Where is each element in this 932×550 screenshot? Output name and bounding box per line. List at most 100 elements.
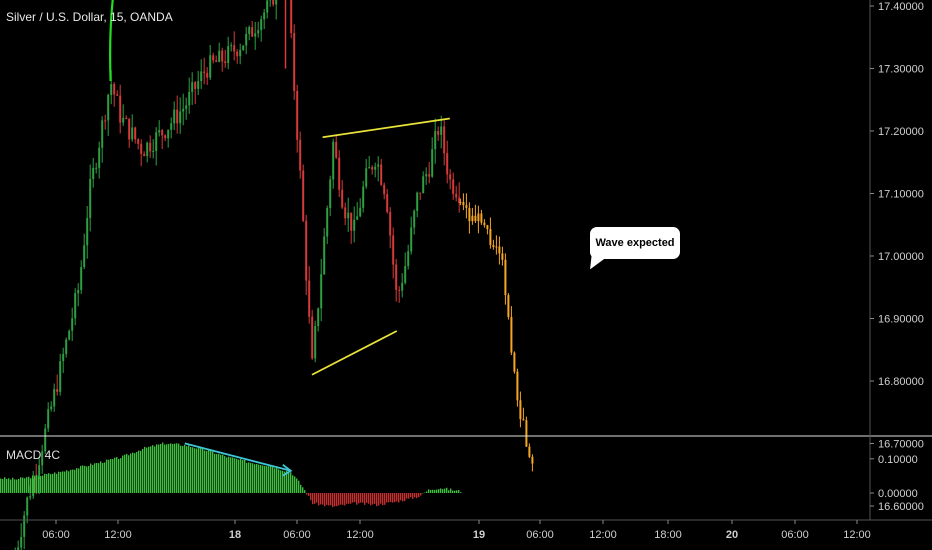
- time-tick-label: 06:00: [283, 529, 311, 541]
- macd-histogram-bar: [62, 471, 64, 493]
- candle-body: [173, 109, 176, 124]
- price-pane[interactable]: [14, 0, 534, 550]
- candle-body: [194, 82, 197, 89]
- macd-histogram-bar: [144, 446, 146, 493]
- candle-body: [116, 94, 119, 96]
- macd-histogram-bar: [44, 473, 46, 493]
- macd-histogram-bar: [106, 459, 108, 493]
- candle-body: [449, 174, 452, 180]
- candle-body: [167, 129, 170, 139]
- candle-body: [368, 167, 371, 169]
- forecast-body: [462, 201, 465, 206]
- macd-histogram-bar: [246, 462, 248, 493]
- macd-histogram-bar: [134, 453, 136, 493]
- candle-body: [362, 186, 365, 208]
- macd-histogram-bar: [454, 490, 456, 493]
- forecast-body: [480, 213, 483, 223]
- macd-histogram-bar: [230, 457, 232, 493]
- macd-histogram-bar: [278, 469, 280, 493]
- macd-histogram-bar: [292, 475, 294, 493]
- macd-histogram-bar: [370, 493, 372, 506]
- candle-body: [68, 330, 71, 340]
- candle-body: [44, 428, 47, 452]
- macd-histogram-bar: [440, 488, 442, 493]
- candle-body: [20, 536, 23, 548]
- macd-histogram-bar: [152, 445, 154, 493]
- forecast-body: [486, 225, 489, 230]
- candle-body: [137, 139, 140, 144]
- macd-histogram-bar: [386, 493, 388, 503]
- forecast-body: [498, 246, 501, 254]
- candle-body: [377, 164, 380, 167]
- macd-histogram-bar: [188, 445, 190, 493]
- candle-body: [302, 170, 305, 221]
- forecast-body: [504, 259, 507, 296]
- macd-histogram-bar: [332, 493, 334, 508]
- candle-body: [293, 33, 296, 91]
- macd-histogram-bar: [214, 453, 216, 493]
- macd-histogram-bar: [238, 459, 240, 493]
- candle-body: [107, 95, 110, 121]
- macd-histogram-bar: [340, 493, 342, 505]
- macd-histogram-bar: [248, 462, 250, 493]
- candle-body: [392, 235, 395, 265]
- candle-body: [434, 131, 437, 150]
- candle-body: [320, 274, 323, 309]
- macd-histogram-bar: [8, 478, 10, 493]
- macd-histogram-bar: [398, 493, 400, 503]
- candle-body: [443, 126, 446, 154]
- macd-histogram-bar: [126, 453, 128, 493]
- macd-histogram-bar: [124, 454, 126, 493]
- candle-body: [104, 120, 107, 122]
- candle-body: [374, 166, 377, 170]
- candle-body: [350, 212, 353, 231]
- macd-histogram-bar: [60, 471, 62, 493]
- macd-histogram-bar: [264, 465, 266, 493]
- candle-body: [413, 210, 416, 228]
- candle-body: [191, 82, 194, 92]
- candle-body: [257, 30, 260, 34]
- macd-histogram-bar: [378, 493, 380, 506]
- macd-histogram-bar: [20, 477, 22, 493]
- macd-histogram-bar: [202, 448, 204, 493]
- macd-histogram-bar: [184, 444, 186, 493]
- macd-histogram-bar: [268, 466, 270, 493]
- macd-histogram-bar: [54, 472, 56, 493]
- candle-body: [296, 90, 299, 140]
- candle-body: [200, 71, 203, 82]
- candle-body: [62, 353, 65, 362]
- macd-pane[interactable]: [0, 442, 462, 508]
- candle-body: [185, 105, 188, 109]
- candle-body: [329, 179, 332, 208]
- candle-body: [248, 27, 251, 34]
- macd-histogram-bar: [304, 490, 306, 493]
- macd-histogram-bar: [216, 454, 218, 493]
- candle-body: [89, 179, 92, 218]
- macd-histogram-bar: [402, 493, 404, 502]
- forecast-body: [465, 205, 468, 208]
- macd-histogram-bar: [96, 463, 98, 493]
- forecast-body: [471, 215, 474, 222]
- chart-title: Silver / U.S. Dollar, 15, OANDA: [6, 10, 173, 24]
- macd-histogram-bar: [164, 444, 166, 493]
- candle-body: [437, 131, 440, 135]
- macd-histogram-bar: [280, 470, 282, 493]
- macd-histogram-bar: [250, 462, 252, 493]
- macd-histogram-bar: [88, 466, 90, 493]
- macd-histogram-bar: [272, 467, 274, 493]
- macd-histogram-bar: [154, 446, 156, 493]
- macd-histogram-bar: [428, 489, 430, 493]
- macd-histogram-bar: [256, 464, 258, 493]
- macd-histogram-bar: [460, 492, 462, 493]
- macd-divergence-arrowhead: [282, 464, 293, 477]
- candle-body: [65, 339, 68, 354]
- candle-body: [143, 153, 146, 157]
- macd-histogram-bar: [30, 478, 32, 493]
- macd-histogram-bar: [416, 493, 418, 499]
- candle-body: [395, 264, 398, 290]
- macd-histogram-bar: [82, 465, 84, 493]
- macd-histogram-bar: [58, 471, 60, 493]
- macd-histogram-bar: [426, 491, 428, 493]
- macd-histogram-bar: [414, 493, 416, 498]
